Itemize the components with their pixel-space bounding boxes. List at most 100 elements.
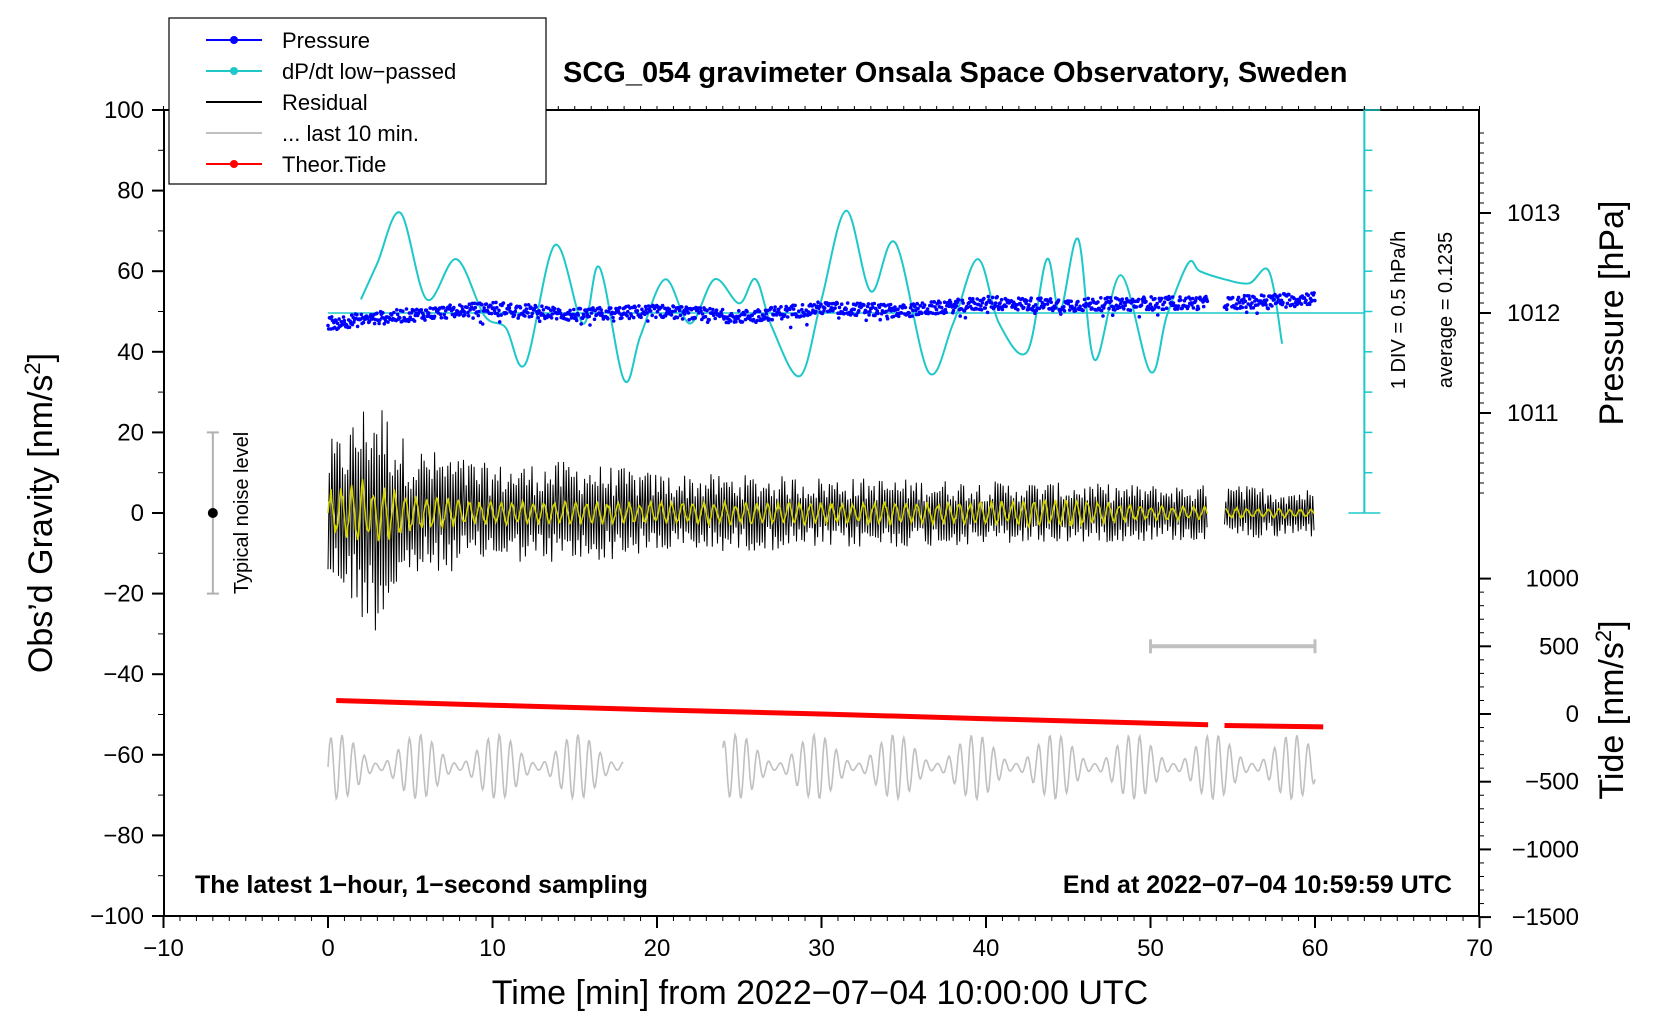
pressure-point [925,307,930,311]
pressure-point [788,307,792,312]
pressure-point [412,308,416,313]
dpdt-line [359,209,1284,384]
tide-tick-label: −1500 [1512,904,1579,931]
pressure-point [757,315,761,319]
last10-line [327,731,1316,802]
tide-axis-title-end: ] [1593,620,1631,629]
pressure-point [499,313,504,317]
tide-axis-title-main: Tide [nm/s [1593,642,1631,799]
pressure-point [971,297,975,301]
pressure-point [711,307,715,312]
pressure-point [640,307,644,312]
pressure-point [751,317,756,322]
pressure-point [392,310,396,315]
pressure-point [891,314,896,319]
pressure-point [819,302,823,307]
pressure-point [757,309,762,314]
legend-label: Theor.Tide [282,152,386,177]
pressure-point [731,315,736,319]
pressure-point [974,307,979,311]
pressure-point [899,311,904,315]
y-tick-label: −60 [103,742,144,769]
pressure-point [1029,296,1033,301]
pressure-point [698,306,703,310]
pressure-point [1045,302,1050,306]
legend-label: dP/dt low−passed [282,59,456,84]
pressure-point [1179,298,1183,302]
pressure-point [1062,305,1066,309]
pressure-point [438,312,443,317]
pressure-point [382,322,387,326]
pressure-point [1251,306,1256,310]
pressure-point [599,308,603,312]
pressure-point [814,309,818,314]
pressure-point [888,302,893,307]
x-tick-label: 10 [479,935,506,962]
pressure-point [460,304,464,309]
pressure-point [611,319,616,323]
pressure-point [1161,307,1166,312]
pressure-point [1142,296,1147,301]
pressure-tick-label: 1013 [1507,200,1560,227]
pressure-point [329,315,334,319]
pressure-point [1107,306,1111,311]
x-tick-label: −10 [143,935,184,962]
pressure-point [933,305,937,309]
pressure-point [779,305,783,309]
pressure-point [550,312,555,316]
pressure-point [421,313,426,318]
pressure-point [466,310,470,315]
pressure-point [773,305,777,309]
pressure-point [893,305,897,309]
pressure-point [896,307,900,312]
pressure-point [1062,309,1067,313]
pressure-point [780,316,784,321]
pressure-point [504,311,509,316]
pressure-point [1261,303,1265,307]
pressure-point [654,315,658,320]
pressure-point [1053,306,1058,310]
pressure-point [1281,300,1285,305]
pressure-point [793,303,797,308]
pressure-point [1109,299,1113,303]
pressure-point [737,309,741,313]
pressure-point [1250,301,1254,305]
residual-line-b [1224,486,1315,538]
pressure-point [1307,302,1312,307]
pressure-point [1247,297,1252,301]
pressure-point [494,300,498,305]
pressure-point [1190,296,1195,301]
pressure-point [671,305,676,309]
pressure-point [372,321,377,326]
pressure-point [578,307,583,311]
pressure-point [983,306,988,310]
pressure-point [462,309,467,314]
pressure-point [903,305,908,310]
pressure-point [816,300,820,305]
tide-tick-label: 500 [1539,633,1579,660]
pressure-point [871,305,875,310]
pressure-point [693,316,697,320]
pressure-point [535,312,540,316]
y-tick-label: 100 [104,97,144,124]
pressure-point [377,321,381,326]
pressure-point [401,309,405,314]
pressure-point [439,315,444,320]
pressure-point [931,311,935,316]
pressure-point [1255,311,1259,316]
y-tick-label: −20 [103,581,144,608]
pressure-point [835,301,840,306]
pressure-point [557,308,562,313]
pressure-point [1244,310,1249,315]
pressure-point [1139,303,1144,308]
pressure-point [784,304,788,309]
pressure-point [497,308,501,313]
pressure-point [965,305,970,310]
pressure-point [1178,295,1182,299]
pressure-point [837,316,841,320]
pressure-point [655,309,660,314]
pressure-point [934,307,939,312]
pressure-point [389,313,394,317]
pressure-point [1069,299,1073,304]
pressure-point [1264,303,1268,307]
